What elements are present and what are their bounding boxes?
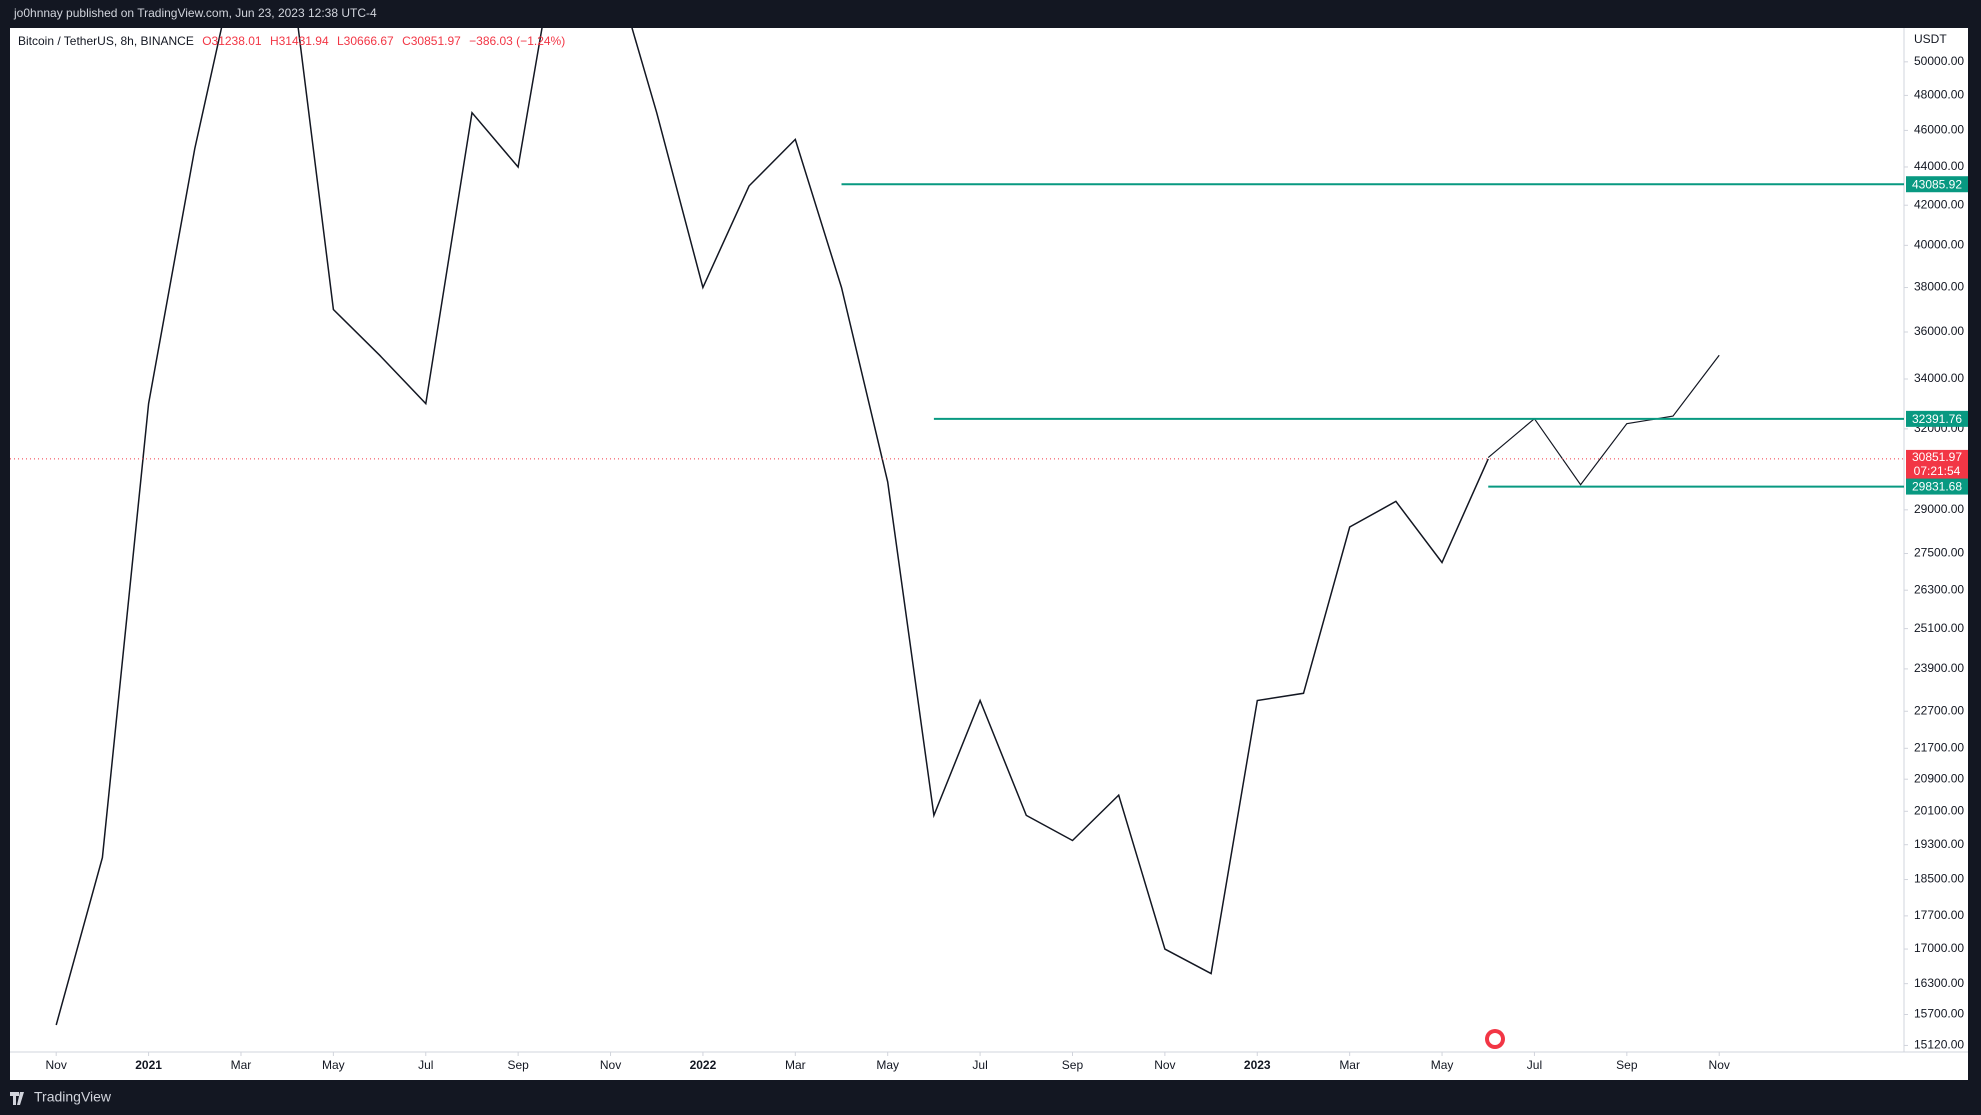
level-box [1906, 176, 1968, 193]
published-note: jo0hnnay published on TradingView.com, J… [13, 6, 377, 20]
y-tick-label: 27500.00 [1914, 546, 1964, 560]
y-tick-label: 20100.00 [1914, 803, 1964, 817]
x-tick-label: 2022 [690, 1058, 717, 1072]
y-tick-label: 23900.00 [1914, 661, 1964, 675]
y-tick-label: 17000.00 [1914, 941, 1964, 955]
y-tick-label: 21700.00 [1914, 740, 1964, 754]
symbol-title: Bitcoin / TetherUS, 8h, BINANCE [18, 34, 194, 48]
y-tick-label: 20900.00 [1914, 771, 1964, 785]
y-tick-label: 44000.00 [1914, 159, 1964, 173]
level-label: 43085.92 [1912, 177, 1962, 191]
plot-area [55, 28, 1720, 1026]
level-label: 29831.68 [1912, 480, 1962, 494]
y-tick-label: 50000.00 [1914, 54, 1964, 68]
countdown-label: 07:21:54 [1914, 464, 1961, 478]
x-tick-label: May [322, 1058, 345, 1072]
ohlc-low: L30666.67 [337, 34, 394, 48]
x-tick-label: Sep [507, 1058, 529, 1072]
y-tick-label: 15120.00 [1914, 1038, 1964, 1052]
level-box [1906, 410, 1968, 427]
x-tick-label: 2021 [135, 1058, 162, 1072]
x-tick-label: Nov [600, 1058, 621, 1072]
price-line [55, 28, 1489, 1026]
chart-background [10, 28, 1968, 1080]
ohlc-close: C30851.97 [402, 34, 461, 48]
level-box [1906, 478, 1968, 495]
y-tick-label: 36000.00 [1914, 324, 1964, 338]
x-tick-label: Nov [1154, 1058, 1175, 1072]
x-tick-label: Nov [1709, 1058, 1730, 1072]
y-tick-label: 18500.00 [1914, 872, 1964, 886]
y-tick-label: 46000.00 [1914, 123, 1964, 137]
y-tick-label: 19300.00 [1914, 837, 1964, 851]
x-tick-label: Mar [1339, 1058, 1360, 1072]
level-label: 32391.76 [1912, 412, 1962, 426]
x-tick-label: Jul [1527, 1058, 1542, 1072]
x-tick-label: Mar [231, 1058, 252, 1072]
x-tick-label: May [1431, 1058, 1454, 1072]
currency-label: USDT [1914, 32, 1947, 46]
x-tick-label: 2023 [1244, 1058, 1271, 1072]
x-tick-label: Sep [1062, 1058, 1084, 1072]
ohlc-change: −386.03 (−1.24%) [469, 34, 566, 48]
last-price-label: 30851.97 [1912, 450, 1962, 464]
y-tick-label: 34000.00 [1914, 371, 1964, 385]
y-tick-label: 17700.00 [1914, 908, 1964, 922]
x-tick-label: Jul [418, 1058, 433, 1072]
y-tick-label: 40000.00 [1914, 238, 1964, 252]
y-tick-label: 25100.00 [1914, 621, 1964, 635]
x-tick-label: Mar [785, 1058, 806, 1072]
y-tick-label: 22700.00 [1914, 703, 1964, 717]
footer-logo [10, 1092, 24, 1105]
x-tick-label: Nov [46, 1058, 67, 1072]
ohlc-high: H31431.94 [269, 34, 329, 48]
y-tick-label: 38000.00 [1914, 280, 1964, 294]
ohlc-open: O31238.01 [202, 34, 262, 48]
legend: Bitcoin / TetherUS, 8h, BINANCE O31238.0… [18, 34, 570, 48]
events-icon [1485, 1029, 1505, 1049]
y-tick-label: 42000.00 [1914, 197, 1964, 211]
x-tick-label: May [876, 1058, 899, 1072]
footer-brand: TradingView [34, 1089, 112, 1105]
y-tick-label: 16300.00 [1914, 976, 1964, 990]
y-tick-label: 29000.00 [1914, 502, 1964, 516]
y-tick-label: 26300.00 [1914, 582, 1964, 596]
last-price-box [1906, 449, 1968, 480]
x-tick-label: Jul [972, 1058, 987, 1072]
x-tick-label: Sep [1616, 1058, 1638, 1072]
projection-line [1487, 354, 1720, 486]
y-tick-label: 48000.00 [1914, 88, 1964, 102]
y-tick-label: 15700.00 [1914, 1007, 1964, 1021]
